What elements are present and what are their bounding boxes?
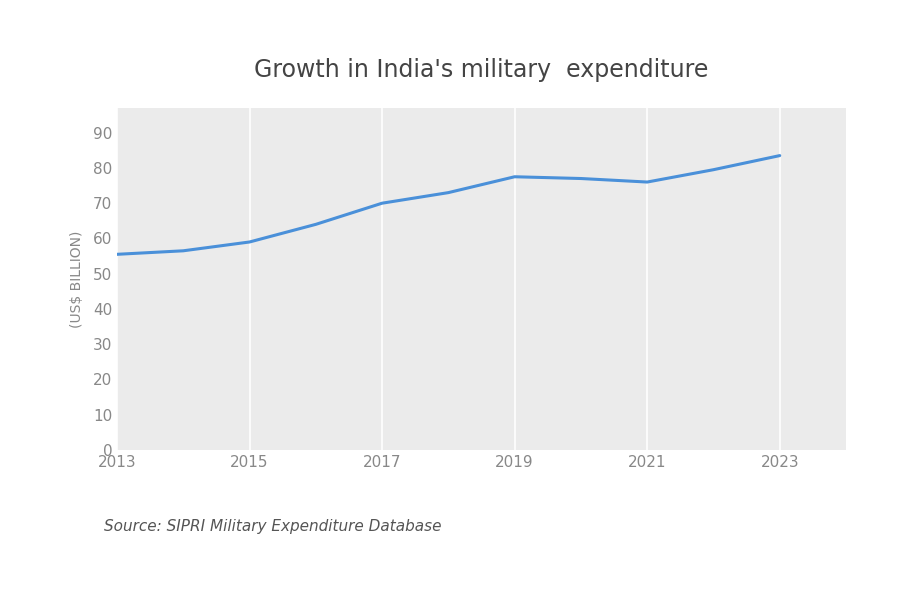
Text: Source: SIPRI Military Expenditure Database: Source: SIPRI Military Expenditure Datab… <box>104 519 441 534</box>
Title: Growth in India's military  expenditure: Growth in India's military expenditure <box>255 58 708 82</box>
Y-axis label: (US$ BILLION): (US$ BILLION) <box>70 230 85 328</box>
